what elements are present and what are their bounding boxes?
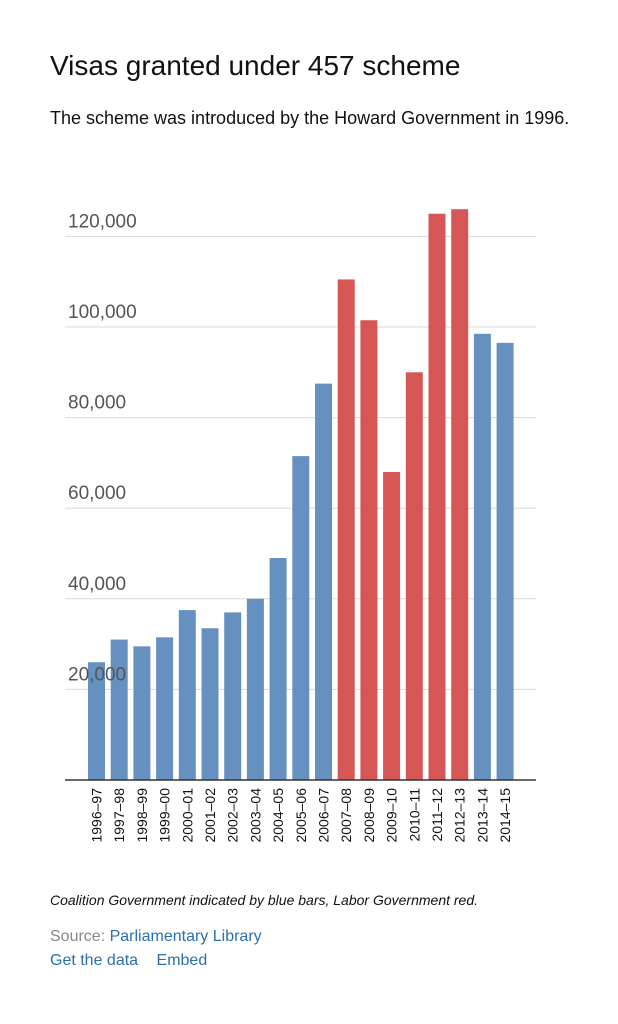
- x-tick-label: 2006–07: [316, 788, 332, 843]
- bar-2011–12: [428, 213, 446, 780]
- x-tick-label: 2004–05: [270, 788, 286, 843]
- bar-2001–02: [201, 628, 219, 780]
- bar-2005–06: [292, 456, 310, 780]
- y-tick-label: 20,000: [68, 664, 126, 685]
- x-tick-label: 2010–11: [406, 788, 422, 842]
- category-labels: 1996–97 1997–98 1998–99 1999–00 2000–01 2001–…: [89, 788, 514, 843]
- x-tick-label: 1996–97: [89, 788, 105, 843]
- bar-2008–09: [360, 320, 378, 780]
- x-tick-label: 2011–12: [429, 788, 445, 842]
- bar-1999–00: [156, 637, 174, 780]
- bar-1996–97: [88, 662, 105, 780]
- x-tick-label: 2008–09: [361, 788, 377, 843]
- bar-2006–07: [315, 383, 332, 780]
- x-tick-label: 1998–99: [134, 788, 150, 843]
- x-tick-label: 2001–02: [202, 788, 218, 843]
- x-tick-label: 2005–06: [293, 788, 309, 843]
- chart-subtitle: The scheme was introduced by the Howard …: [50, 108, 570, 128]
- bar-2009–10: [383, 471, 401, 780]
- bar-2004–05: [269, 558, 287, 780]
- chart-title: Visas granted under 457 scheme: [50, 50, 461, 81]
- x-tick-label: 2003–04: [247, 788, 263, 843]
- source-line: Source: Parliamentary Library: [50, 928, 262, 946]
- get-data-link[interactable]: Get the data: [50, 952, 139, 969]
- tick-labels: 20,000 40,000 60,000 80,000 100,000 120,000: [68, 211, 137, 685]
- source-label: Source:: [50, 928, 110, 945]
- source-link[interactable]: Parliamentary Library: [109, 928, 262, 945]
- x-tick-label: 2013–14: [474, 788, 490, 843]
- y-tick-label: 100,000: [68, 302, 137, 323]
- x-tick-label: 2000–01: [179, 788, 195, 843]
- x-tick-label: 2012–13: [452, 788, 468, 843]
- bar-1998–99: [133, 646, 151, 780]
- x-tick-label: 1999–00: [157, 788, 173, 843]
- footer-links: Get the data Embed: [50, 952, 221, 970]
- bar-2013–14: [473, 333, 491, 780]
- bar-2002–03: [224, 612, 242, 780]
- bar-2012–13: [451, 209, 469, 781]
- x-tick-label: 2014–15: [497, 788, 513, 843]
- bar-2010–11: [405, 372, 423, 780]
- bar-2003–04: [246, 598, 264, 780]
- x-tick-label: 2009–10: [384, 788, 400, 843]
- x-tick-label: 2002–03: [225, 788, 241, 843]
- x-tick-label: 2007–08: [338, 788, 354, 843]
- bar-2000–01: [178, 610, 196, 780]
- y-tick-label: 60,000: [68, 483, 126, 504]
- x-tick-label: 1997–98: [111, 788, 127, 843]
- y-tick-label: 40,000: [68, 574, 126, 595]
- bars: [88, 209, 514, 781]
- chart-note: Coalition Government indicated by blue b…: [50, 892, 479, 908]
- y-tick-label: 80,000: [68, 393, 126, 414]
- bar-2014–15: [496, 342, 514, 780]
- bar-2007–08: [337, 279, 355, 780]
- embed-link[interactable]: Embed: [156, 952, 208, 969]
- bar-chart: 20,000 40,000 60,000 80,000 100,000 120,000 1…: [65, 209, 536, 843]
- bar-1997–98: [110, 639, 128, 780]
- y-tick-label: 120,000: [68, 211, 137, 232]
